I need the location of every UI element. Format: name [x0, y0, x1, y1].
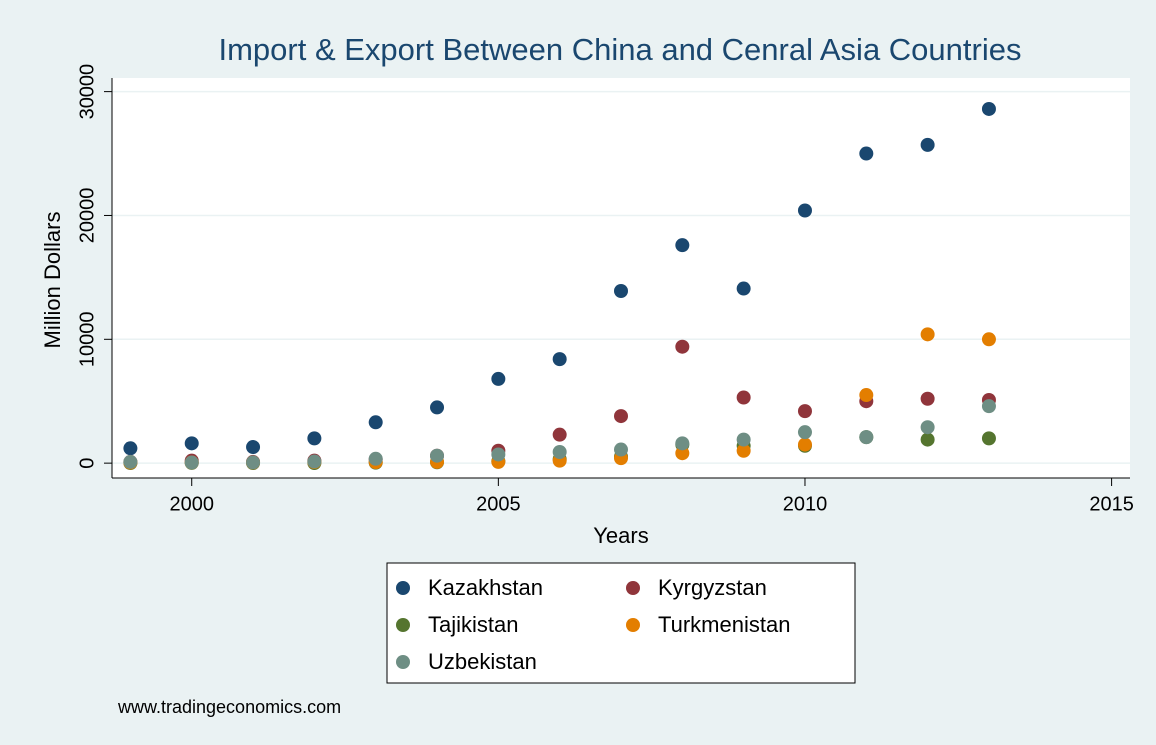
point [307, 431, 322, 446]
point [246, 440, 261, 455]
point [920, 327, 935, 342]
point [123, 454, 138, 469]
point [552, 444, 567, 459]
point [981, 332, 996, 347]
legend-marker [626, 581, 640, 595]
x-tick-label: 2000 [169, 493, 214, 515]
point [859, 146, 874, 161]
point [920, 420, 935, 435]
point [736, 443, 751, 458]
point [736, 281, 751, 296]
point [859, 430, 874, 445]
legend-marker [626, 618, 640, 632]
legend-box [386, 562, 856, 684]
legend-marker [396, 581, 410, 595]
point [552, 427, 567, 442]
source: www.tradingeconomics.com [117, 697, 341, 717]
point [981, 399, 996, 414]
point [491, 371, 506, 386]
point [614, 442, 628, 457]
point [491, 447, 506, 462]
point [675, 436, 690, 451]
legend-label: Kazakhstan [428, 575, 543, 600]
y-tick-label: 20000 [76, 188, 98, 244]
legend-label: Tajikistan [428, 612, 518, 637]
point [246, 455, 261, 470]
point [920, 137, 935, 152]
x-tick-label: 2010 [783, 493, 828, 515]
point [123, 441, 138, 456]
point [675, 238, 690, 253]
point [981, 101, 996, 116]
point [614, 409, 628, 424]
point [797, 203, 812, 218]
point [430, 448, 445, 463]
point [430, 400, 445, 415]
point [797, 404, 812, 419]
point [920, 432, 935, 447]
legend-marker [396, 655, 410, 669]
point [736, 432, 751, 447]
x-axis-label: Years [593, 523, 648, 548]
point [675, 446, 690, 461]
point [614, 284, 628, 299]
point [675, 339, 690, 354]
point [552, 352, 567, 367]
point [368, 415, 383, 430]
point [859, 388, 874, 403]
chart-title: Import & Export Between China and Cenral… [219, 32, 1022, 67]
point [797, 437, 812, 452]
legend-marker [396, 618, 410, 632]
y-tick-label: 0 [76, 458, 98, 469]
point [307, 454, 322, 469]
point [797, 425, 812, 440]
point [920, 391, 935, 406]
point [736, 390, 751, 405]
point [184, 436, 199, 451]
legend-label: Kyrgyzstan [658, 575, 767, 600]
point [368, 451, 383, 466]
point [184, 455, 199, 470]
y-tick-label: 30000 [76, 64, 98, 120]
x-tick-label: 2015 [1089, 493, 1134, 515]
x-tick-label: 2005 [476, 493, 521, 515]
legend-label: Turkmenistan [658, 612, 790, 637]
y-axis-label: Million Dollars [40, 212, 65, 349]
point [981, 431, 996, 446]
legend-label: Uzbekistan [428, 649, 537, 674]
y-tick-label: 10000 [76, 311, 98, 367]
